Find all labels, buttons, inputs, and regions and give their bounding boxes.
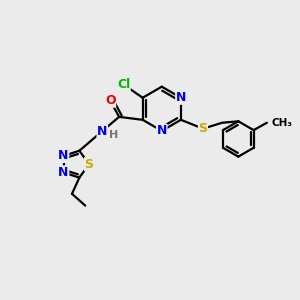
Text: N: N [58, 166, 69, 179]
Text: S: S [85, 158, 94, 171]
Text: N: N [176, 91, 186, 104]
Text: S: S [199, 122, 208, 135]
Text: N: N [58, 149, 69, 162]
Text: N: N [97, 125, 107, 138]
Text: Cl: Cl [117, 78, 130, 91]
Text: H: H [109, 130, 118, 140]
Text: CH₃: CH₃ [271, 118, 292, 128]
Text: O: O [105, 94, 116, 107]
Text: N: N [157, 124, 167, 137]
